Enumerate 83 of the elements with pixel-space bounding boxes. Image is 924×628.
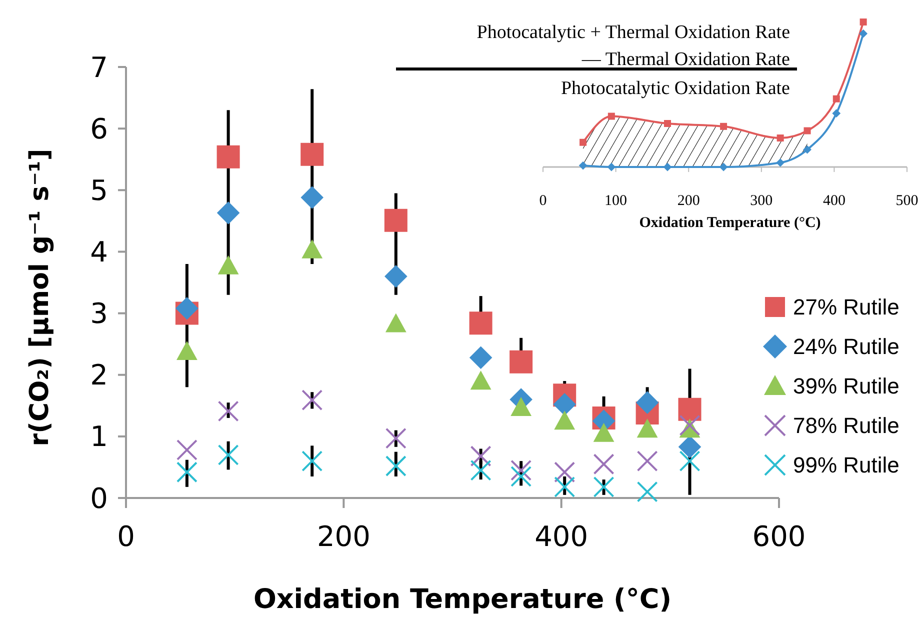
point xyxy=(218,400,239,422)
point xyxy=(607,162,616,172)
legend-label: 78% Rutile xyxy=(793,413,900,438)
point xyxy=(679,414,700,436)
x-axis-title: Oxidation Temperature (°C) xyxy=(253,584,672,615)
point xyxy=(679,450,700,472)
point xyxy=(678,398,702,421)
point xyxy=(578,161,588,170)
point xyxy=(636,391,659,414)
point xyxy=(176,439,198,460)
x-axis-title: Oxidation Temperature (°C) xyxy=(639,215,821,231)
point xyxy=(860,18,867,26)
point xyxy=(469,346,492,370)
legend-label: 24% Rutile xyxy=(793,334,900,360)
point xyxy=(510,350,533,374)
legend-label: 27% Rutile xyxy=(793,294,900,320)
point xyxy=(593,454,614,475)
point xyxy=(776,158,785,167)
point xyxy=(803,145,812,154)
point xyxy=(300,142,324,166)
point xyxy=(663,162,672,172)
y-tick-label: 2 xyxy=(90,358,108,392)
x-tick-label: 200 xyxy=(677,193,700,209)
point xyxy=(553,393,576,416)
point xyxy=(510,397,532,416)
x-tick-label: 0 xyxy=(117,520,135,553)
point xyxy=(385,313,406,332)
x-tick-label: 400 xyxy=(534,520,588,553)
point xyxy=(176,296,198,320)
point xyxy=(469,312,492,335)
point xyxy=(593,476,614,498)
legend-label: 99% Rutile xyxy=(793,452,900,478)
point xyxy=(385,455,406,476)
x-tick-label: 100 xyxy=(604,193,628,209)
y-tick-label: 1 xyxy=(90,420,108,454)
x-tick-label: 400 xyxy=(822,193,846,209)
y-tick-label: 5 xyxy=(90,174,108,207)
annotation: Photocatalytic Oxidation Rate xyxy=(560,78,790,99)
point xyxy=(384,208,408,232)
point xyxy=(302,450,323,472)
point xyxy=(470,446,492,467)
point xyxy=(302,390,323,411)
y-tick-label: 6 xyxy=(90,112,108,146)
point xyxy=(593,422,614,442)
point xyxy=(720,122,728,130)
y-tick-label: 0 xyxy=(90,482,108,515)
point xyxy=(216,145,240,168)
legend-label: 39% Rutile xyxy=(793,374,900,399)
point xyxy=(302,239,323,258)
point xyxy=(636,481,658,502)
point xyxy=(554,410,576,430)
point xyxy=(776,134,784,142)
point xyxy=(218,444,239,466)
point xyxy=(608,112,615,120)
x-tick-label: 200 xyxy=(316,520,370,553)
point xyxy=(580,138,587,146)
point xyxy=(554,462,576,483)
point xyxy=(384,264,408,288)
annotation: Photocatalytic + Thermal Oxidation Rate xyxy=(476,22,790,43)
y-axis-title: r(CO₂) [µmol g⁻¹ s⁻¹] xyxy=(25,148,55,446)
x-tick-label: 500 xyxy=(896,193,918,209)
point xyxy=(832,109,841,118)
x-tick-label: 600 xyxy=(752,520,806,553)
point xyxy=(176,462,198,483)
point xyxy=(218,255,239,274)
point xyxy=(719,162,728,172)
point xyxy=(664,120,671,127)
point xyxy=(300,186,324,209)
point xyxy=(470,370,492,390)
point xyxy=(176,341,198,360)
y-tick-label: 7 xyxy=(90,50,108,84)
x-tick-label: 300 xyxy=(750,193,773,209)
point xyxy=(636,450,658,472)
point xyxy=(636,418,658,438)
point xyxy=(832,95,840,102)
point xyxy=(554,476,576,498)
point xyxy=(804,127,811,134)
point xyxy=(859,29,868,38)
annotation: — Thermal Oxidation Rate xyxy=(580,49,790,70)
point xyxy=(216,202,240,224)
y-tick-label: 3 xyxy=(90,297,108,330)
y-tick-label: 4 xyxy=(90,236,108,269)
x-tick-label: 0 xyxy=(539,193,547,209)
